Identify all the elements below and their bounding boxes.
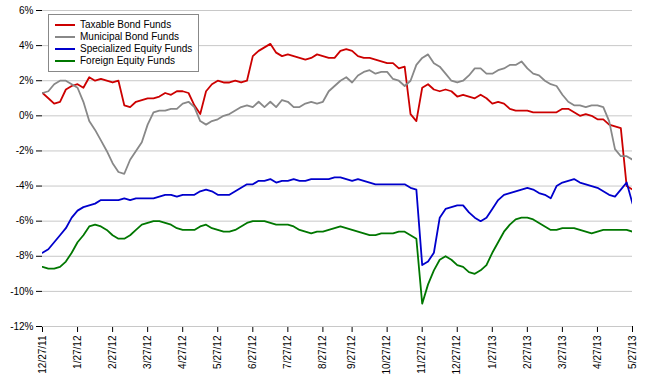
html-text:Taxable Bond Funds: Taxable Bond Funds <box>80 19 172 30</box>
svg-text:3/27/12: 3/27/12 <box>142 335 153 369</box>
svg-text:7/27/12: 7/27/12 <box>282 335 293 369</box>
svg-text:3/27/13: 3/27/13 <box>557 335 568 369</box>
html-text:Foreign Equity Funds: Foreign Equity Funds <box>80 55 176 66</box>
svg-text:-6%: -6% <box>16 215 34 226</box>
svg-text:6%: 6% <box>19 5 34 16</box>
svg-text:8/27/12: 8/27/12 <box>317 335 328 369</box>
svg-text:-10%: -10% <box>10 286 33 297</box>
svg-text:4/27/12: 4/27/12 <box>177 335 188 369</box>
svg-text:-4%: -4% <box>16 180 34 191</box>
svg-text:1/27/13: 1/27/13 <box>487 335 498 369</box>
svg-text:9/27/12: 9/27/12 <box>346 335 357 369</box>
svg-text:1/27/12: 1/27/12 <box>72 335 83 369</box>
html-text:Municipal Bond Funds: Municipal Bond Funds <box>80 31 179 42</box>
svg-text:-2%: -2% <box>16 145 34 156</box>
svg-text:-12%: -12% <box>10 321 33 332</box>
svg-text:2%: 2% <box>19 75 34 86</box>
svg-text:2/27/12: 2/27/12 <box>107 335 118 369</box>
svg-text:4/27/13: 4/27/13 <box>592 335 603 369</box>
svg-text:4%: 4% <box>19 40 34 51</box>
svg-text:11/27/12: 11/27/12 <box>416 335 427 374</box>
svg-text:12/27/12: 12/27/12 <box>451 335 462 374</box>
svg-text:12/27/11: 12/27/11 <box>37 335 48 374</box>
svg-text:2/27/13: 2/27/13 <box>522 335 533 369</box>
svg-text:0%: 0% <box>19 110 34 121</box>
svg-text:6/27/12: 6/27/12 <box>247 335 258 369</box>
svg-text:10/27/12: 10/27/12 <box>381 335 392 374</box>
svg-text:5/27/13: 5/27/13 <box>627 335 638 369</box>
html-text:Specialized Equity Funds: Specialized Equity Funds <box>80 43 193 54</box>
svg-text:-8%: -8% <box>16 250 34 261</box>
svg-text:5/27/12: 5/27/12 <box>212 335 223 369</box>
